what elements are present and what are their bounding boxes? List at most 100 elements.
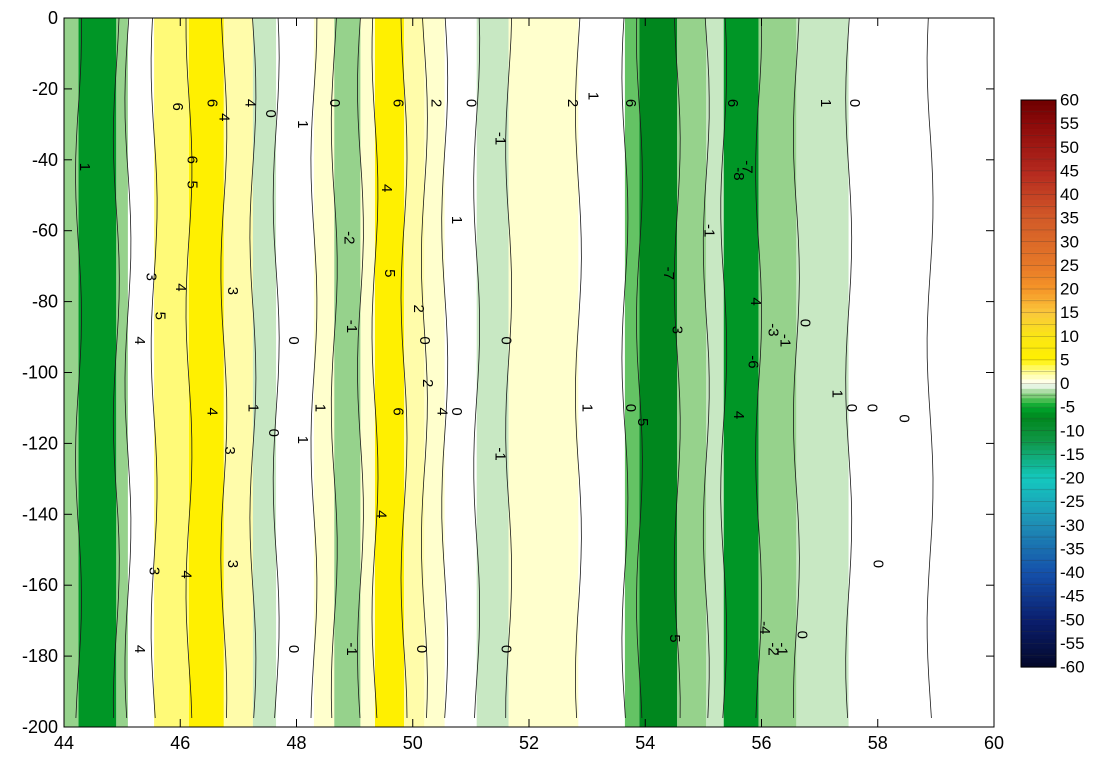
colorbar-swatch	[1021, 421, 1056, 427]
colorbar-swatch	[1021, 520, 1056, 526]
colorbar-swatch	[1021, 255, 1056, 262]
colorbar-tick-label: -60	[1060, 658, 1085, 677]
contour-line	[635, 18, 643, 719]
contour-label: 0	[622, 404, 639, 412]
contour-label: 6	[204, 99, 221, 107]
colorbar-swatch	[1021, 402, 1056, 408]
colorbar-swatch	[1021, 170, 1056, 177]
contour-label: 1	[244, 404, 261, 412]
x-axis: 44 46 48 50 52 54 56 58 60	[54, 18, 1004, 753]
colorbar-swatch	[1021, 147, 1056, 153]
colorbar-swatch	[1021, 501, 1056, 507]
colorbar-swatch	[1021, 260, 1056, 266]
colorbar-swatch	[1021, 137, 1056, 144]
field-band	[276, 18, 314, 727]
colorbar-swatch	[1021, 596, 1056, 602]
contour-label: 4	[730, 411, 747, 419]
field-band	[78, 18, 117, 727]
colorbar-tick-label: -5	[1060, 398, 1075, 417]
contour-label: 1	[448, 216, 465, 224]
colorbar-swatch	[1021, 478, 1056, 484]
contour-label: 0	[794, 631, 811, 639]
contour-label: 3	[669, 326, 686, 334]
colorbar-swatch	[1021, 213, 1056, 219]
x-tick-label: 60	[984, 733, 1004, 753]
colorbar-swatch	[1021, 359, 1056, 366]
colorbar-swatch	[1021, 534, 1056, 541]
colorbar-swatch	[1021, 529, 1056, 536]
field-band	[677, 18, 707, 727]
contour-line	[420, 18, 428, 719]
colorbar-frame	[1020, 99, 1057, 668]
y-tick-label: -40	[32, 150, 58, 170]
colorbar-swatch	[1021, 444, 1056, 451]
colorbar-tick-label: -40	[1060, 563, 1085, 582]
contour-line	[926, 18, 934, 719]
contour-label: -7	[738, 160, 755, 173]
colorbar-swatch	[1021, 270, 1056, 276]
contour-label: 0	[497, 336, 514, 344]
y-tick-label: -60	[32, 221, 58, 241]
contour-label: -1	[773, 642, 790, 655]
contour-label: 0	[265, 429, 282, 437]
colorbar-swatch	[1021, 194, 1056, 200]
field-band	[930, 18, 994, 727]
colorbar-swatch	[1021, 104, 1056, 111]
colorbar-swatch	[1021, 232, 1056, 238]
contour-line	[249, 18, 257, 719]
colorbar-swatch	[1021, 459, 1056, 465]
colorbar-swatch	[1021, 189, 1056, 196]
colorbar-tick-label: -20	[1060, 469, 1085, 488]
colorbar-swatch	[1021, 468, 1056, 474]
contour-label: 5	[666, 634, 683, 642]
colorbar-swatch	[1021, 345, 1056, 352]
contour-label: 5	[151, 312, 168, 320]
contour-label: 4	[178, 570, 195, 578]
contour-label: 0	[869, 560, 886, 568]
colorbar-swatch	[1021, 118, 1056, 125]
colorbar-swatch	[1021, 586, 1056, 592]
field-band	[624, 18, 640, 727]
colorbar-tick-label: 45	[1060, 161, 1079, 180]
colorbar-swatch	[1021, 388, 1056, 394]
contour-label: 3	[224, 287, 241, 295]
colorbar-swatch	[1021, 539, 1056, 545]
field-band	[154, 18, 189, 727]
colorbar-swatch	[1021, 407, 1056, 413]
colorbar-tick-label: -35	[1060, 539, 1085, 558]
contour-label: 4	[372, 510, 389, 518]
y-tick-label: -120	[22, 433, 58, 453]
colorbar-swatch	[1021, 600, 1056, 607]
contour-label: -1	[701, 224, 718, 237]
contour-label: -1	[343, 642, 360, 655]
field-band	[508, 18, 579, 727]
field-band	[706, 18, 724, 727]
colorbar-tick-label: 35	[1060, 209, 1079, 228]
contour-line	[112, 18, 120, 719]
colorbar-swatch	[1021, 558, 1056, 564]
contour-label: 4	[131, 336, 148, 344]
y-tick-label: -160	[22, 575, 58, 595]
field-band	[444, 18, 477, 727]
contour-line	[441, 18, 449, 719]
field-band	[848, 18, 931, 727]
colorbar-swatch	[1021, 317, 1056, 323]
colorbar-swatch	[1021, 435, 1056, 441]
colorbar-tick-label: -10	[1060, 421, 1085, 440]
colorbar-tick-label: 60	[1060, 91, 1079, 110]
colorbar-swatch	[1021, 100, 1056, 106]
contour-label: 4	[215, 113, 232, 121]
colorbar-swatch	[1021, 416, 1056, 422]
colorbar-swatch	[1021, 591, 1056, 597]
contour-label: -2	[765, 642, 782, 655]
y-tick-label: -200	[22, 717, 58, 737]
colorbar-swatch	[1021, 657, 1056, 663]
x-tick-label: 52	[519, 733, 539, 753]
contour-label: 0	[846, 99, 863, 107]
colorbar-tick-label: 10	[1060, 327, 1079, 346]
contour-label: -3	[765, 323, 782, 336]
colorbar-swatch	[1021, 289, 1056, 295]
colorbar-swatch	[1021, 506, 1056, 512]
colorbar-swatch	[1021, 511, 1056, 517]
colorbar-tick-label: 55	[1060, 114, 1079, 133]
